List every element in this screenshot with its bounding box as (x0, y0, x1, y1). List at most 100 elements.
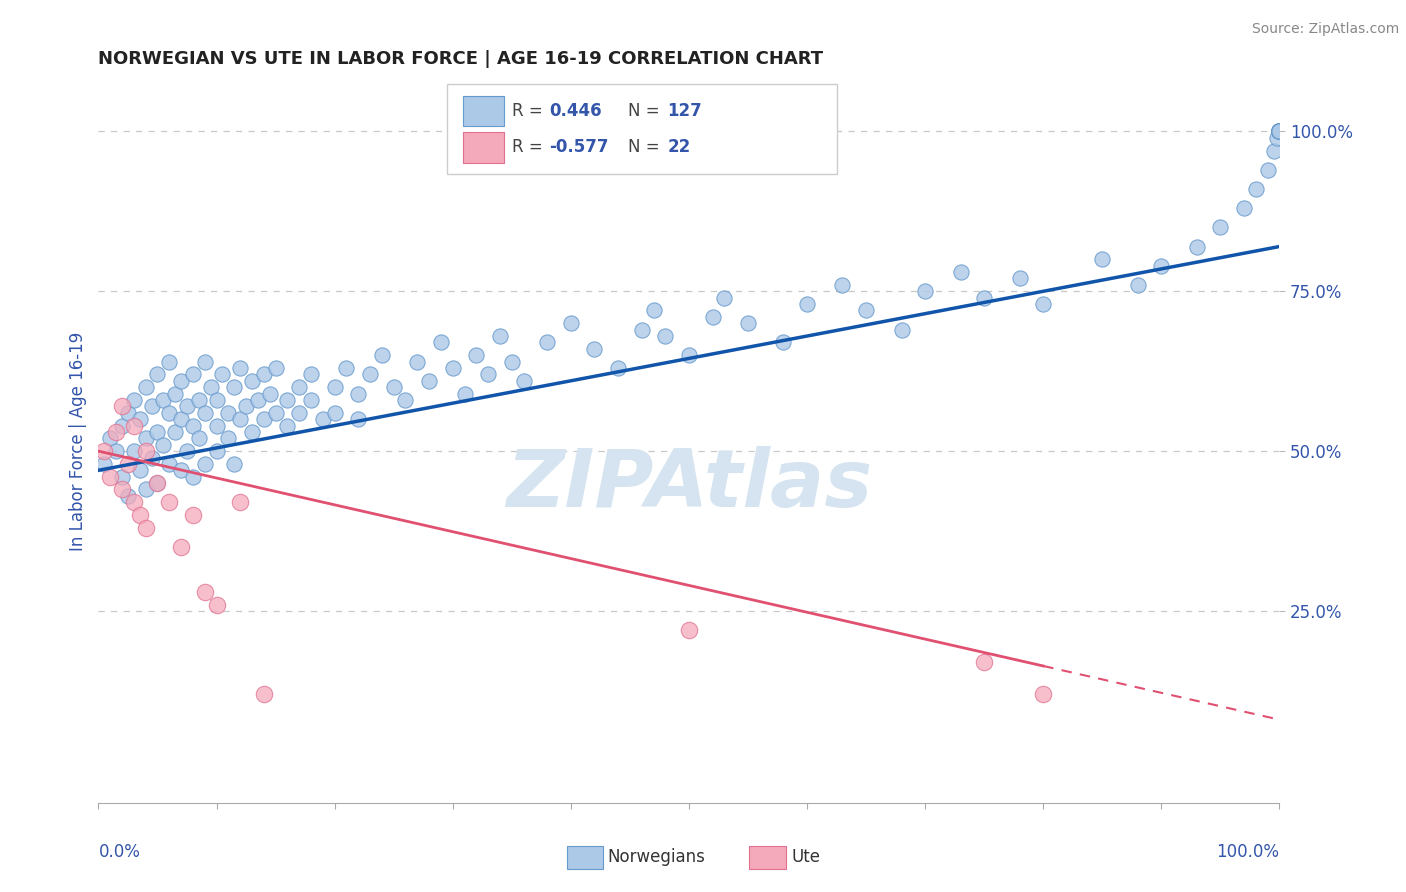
Point (224, 380, 246, 394)
Point (465, 348, 488, 362)
FancyBboxPatch shape (464, 95, 503, 126)
Point (205, 418, 228, 433)
Point (170, 412, 193, 426)
Point (122, 495, 145, 509)
Point (855, 303, 877, 318)
Point (713, 291, 735, 305)
Point (194, 406, 217, 420)
Point (1150, 259, 1173, 273)
Point (229, 412, 252, 426)
Point (1209, 220, 1232, 235)
Point (299, 392, 322, 407)
Point (1268, 124, 1291, 138)
Point (678, 348, 700, 362)
Point (536, 335, 558, 350)
Point (512, 374, 534, 388)
Point (224, 457, 246, 471)
Point (111, 400, 134, 414)
Point (1268, 124, 1291, 138)
Point (276, 392, 298, 407)
Point (630, 323, 652, 337)
Point (170, 374, 193, 388)
Point (111, 469, 134, 483)
Point (1126, 277, 1149, 292)
Point (111, 418, 134, 433)
Point (205, 444, 228, 458)
Point (135, 521, 157, 535)
Text: 100.0%: 100.0% (1216, 843, 1279, 861)
Point (187, 431, 209, 445)
Point (1265, 131, 1288, 145)
Point (170, 540, 193, 554)
Point (1268, 124, 1291, 138)
Point (607, 361, 630, 376)
Point (1091, 252, 1114, 267)
Point (105, 425, 128, 439)
Text: 127: 127 (668, 102, 703, 120)
Point (229, 495, 252, 509)
Point (165, 425, 187, 439)
Point (259, 386, 281, 401)
Point (157, 354, 180, 368)
Point (253, 368, 276, 382)
Point (1032, 687, 1054, 701)
Point (264, 361, 287, 376)
Text: 0.446: 0.446 (550, 102, 602, 120)
Point (122, 444, 145, 458)
Point (200, 380, 222, 394)
Point (335, 361, 357, 376)
Point (347, 386, 370, 401)
FancyBboxPatch shape (464, 132, 503, 162)
Point (135, 431, 157, 445)
Point (382, 380, 405, 394)
Point (702, 310, 724, 324)
Point (418, 374, 440, 388)
Point (678, 623, 700, 637)
Point (949, 265, 972, 279)
Point (176, 444, 198, 458)
Point (146, 476, 169, 491)
Point (93, 457, 115, 471)
Point (187, 392, 209, 407)
Point (217, 406, 239, 420)
Point (152, 438, 174, 452)
Point (654, 329, 676, 343)
Point (246, 392, 269, 407)
Point (253, 412, 276, 426)
Text: 0.0%: 0.0% (98, 843, 141, 861)
Point (135, 444, 157, 458)
Point (453, 386, 475, 401)
Point (1268, 124, 1291, 138)
Point (98, 469, 121, 483)
Point (122, 392, 145, 407)
Point (1268, 124, 1291, 138)
Point (194, 584, 217, 599)
Point (323, 406, 346, 420)
FancyBboxPatch shape (447, 84, 837, 174)
Point (1268, 124, 1291, 138)
Point (288, 406, 311, 420)
Point (1244, 182, 1267, 196)
Point (371, 348, 394, 362)
Point (146, 476, 169, 491)
Point (1268, 124, 1291, 138)
Point (194, 354, 217, 368)
Point (1257, 162, 1279, 177)
Text: Ute: Ute (792, 848, 821, 866)
Point (276, 418, 298, 433)
Point (157, 495, 180, 509)
Point (165, 386, 187, 401)
Point (194, 457, 217, 471)
Point (111, 483, 134, 497)
Point (1008, 271, 1031, 285)
Y-axis label: In Labor Force | Age 16-19: In Labor Force | Age 16-19 (69, 332, 87, 551)
Point (1268, 124, 1291, 138)
Point (1268, 124, 1291, 138)
Point (1032, 297, 1054, 311)
Point (181, 368, 204, 382)
Point (312, 412, 335, 426)
Point (643, 303, 665, 318)
Point (973, 291, 995, 305)
Point (441, 361, 464, 376)
Point (157, 457, 180, 471)
